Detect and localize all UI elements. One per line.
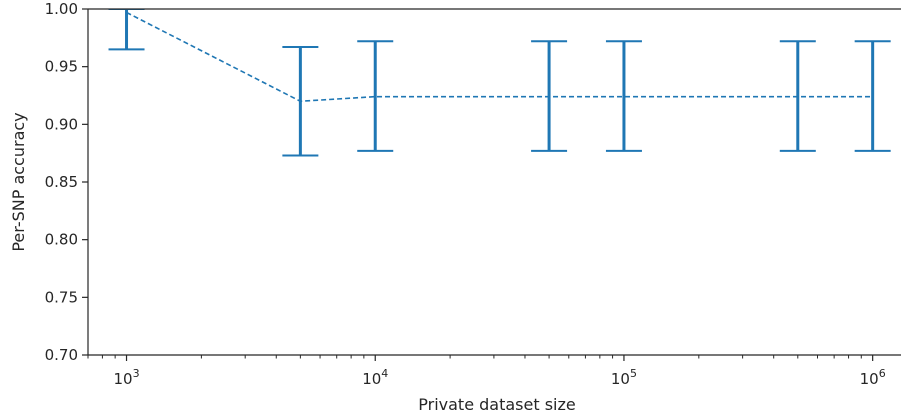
x-tick-label-base: 10 — [611, 370, 630, 388]
x-tick-label-base: 10 — [860, 370, 879, 388]
y-axis-label: Per-SNP accuracy — [9, 112, 28, 251]
y-tick-label: 0.85 — [45, 173, 78, 191]
x-tick-label-exponent: 6 — [879, 367, 886, 380]
y-tick-label: 0.80 — [45, 231, 78, 249]
plot-content — [108, 9, 891, 157]
x-tick-label-exponent: 4 — [381, 367, 388, 380]
x-tick-label-base: 10 — [362, 370, 381, 388]
series-line — [126, 11, 873, 103]
x-tick-label: 103 — [113, 367, 139, 388]
x-axis-label: Private dataset size — [418, 395, 575, 414]
y-tick-label: 0.90 — [45, 115, 78, 133]
y-tick-label: 1.00 — [45, 0, 78, 18]
y-tick-label: 0.95 — [45, 58, 78, 76]
x-tick-label: 106 — [860, 367, 886, 388]
x-tick-label-exponent: 5 — [630, 367, 637, 380]
y-tick-label: 0.75 — [45, 288, 78, 306]
x-tick-label: 104 — [362, 367, 388, 388]
y-tick-label: 0.70 — [45, 346, 78, 364]
x-tick-label: 105 — [611, 367, 637, 388]
x-tick-label-base: 10 — [113, 370, 132, 388]
x-tick-label-exponent: 3 — [133, 367, 140, 380]
